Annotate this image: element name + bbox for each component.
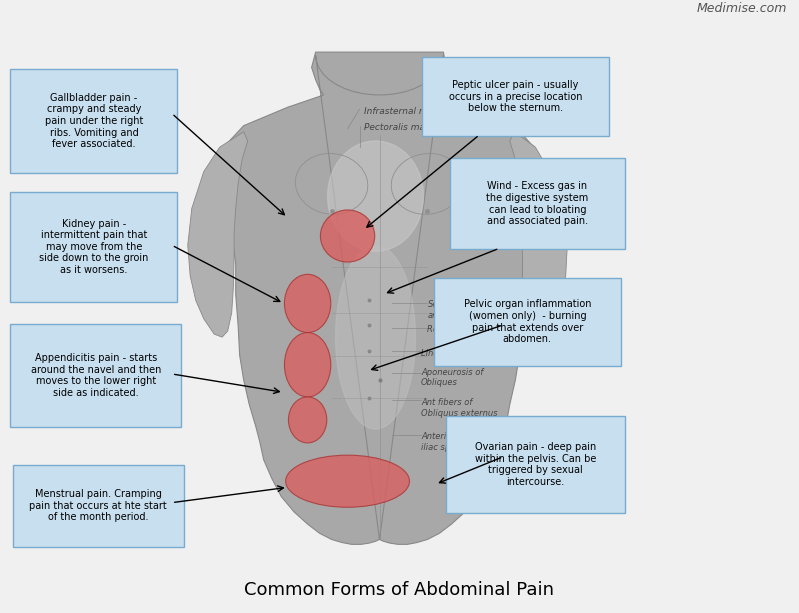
Ellipse shape xyxy=(328,141,423,251)
Ellipse shape xyxy=(284,332,331,397)
Text: Serratus
anterior: Serratus anterior xyxy=(427,300,463,320)
FancyBboxPatch shape xyxy=(434,278,621,366)
Text: Ovarian pain - deep pain
within the pelvis. Can be
triggered by sexual
intercour: Ovarian pain - deep pain within the pelv… xyxy=(475,442,596,487)
FancyBboxPatch shape xyxy=(13,465,184,547)
Text: Rectus abdominis: Rectus abdominis xyxy=(427,325,502,334)
Polygon shape xyxy=(220,52,537,544)
Ellipse shape xyxy=(288,397,327,443)
Text: Appendicitis pain - starts
around the navel and then
moves to the lower right
si: Appendicitis pain - starts around the na… xyxy=(30,353,161,398)
FancyBboxPatch shape xyxy=(10,69,177,173)
FancyBboxPatch shape xyxy=(10,324,181,427)
Polygon shape xyxy=(188,132,248,337)
Text: Peptic ulcer pain - usually
occurs in a precise location
below the sternum.: Peptic ulcer pain - usually occurs in a … xyxy=(448,80,582,113)
Text: Ant fibers of
Obliquus externus: Ant fibers of Obliquus externus xyxy=(421,398,498,418)
Text: Pectoralis major: Pectoralis major xyxy=(364,123,436,132)
Text: Anterior superior
iliac spine: Anterior superior iliac spine xyxy=(421,432,492,452)
Ellipse shape xyxy=(320,210,375,262)
FancyBboxPatch shape xyxy=(446,416,625,513)
Ellipse shape xyxy=(284,275,331,332)
Text: Common Forms of Abdominal Pain: Common Forms of Abdominal Pain xyxy=(244,581,555,599)
Text: Linea alba: Linea alba xyxy=(421,349,464,359)
Ellipse shape xyxy=(336,245,415,429)
Text: Gallbladder pain -
crampy and steady
pain under the right
ribs. Vomiting and
fev: Gallbladder pain - crampy and steady pai… xyxy=(45,93,143,150)
Text: Aponeurosis of
Obliques: Aponeurosis of Obliques xyxy=(421,368,483,387)
Polygon shape xyxy=(510,132,567,337)
Text: Medimise.com: Medimise.com xyxy=(697,2,787,15)
FancyBboxPatch shape xyxy=(10,192,177,302)
Text: Pelvic organ inflammation
(women only)  - burning
pain that extends over
abdomen: Pelvic organ inflammation (women only) -… xyxy=(463,299,591,345)
Text: Infrasternal notch: Infrasternal notch xyxy=(364,107,444,116)
Text: Kidney pain -
intermittent pain that
may move from the
side down to the groin
as: Kidney pain - intermittent pain that may… xyxy=(39,218,149,275)
Text: Wind - Excess gas in
the digestive system
can lead to bloating
and associated pa: Wind - Excess gas in the digestive syste… xyxy=(487,181,588,226)
FancyBboxPatch shape xyxy=(450,158,625,249)
Ellipse shape xyxy=(286,455,410,508)
FancyBboxPatch shape xyxy=(422,57,609,136)
Text: Menstrual pain. Cramping
pain that occurs at hte start
of the month period.: Menstrual pain. Cramping pain that occur… xyxy=(30,489,167,522)
